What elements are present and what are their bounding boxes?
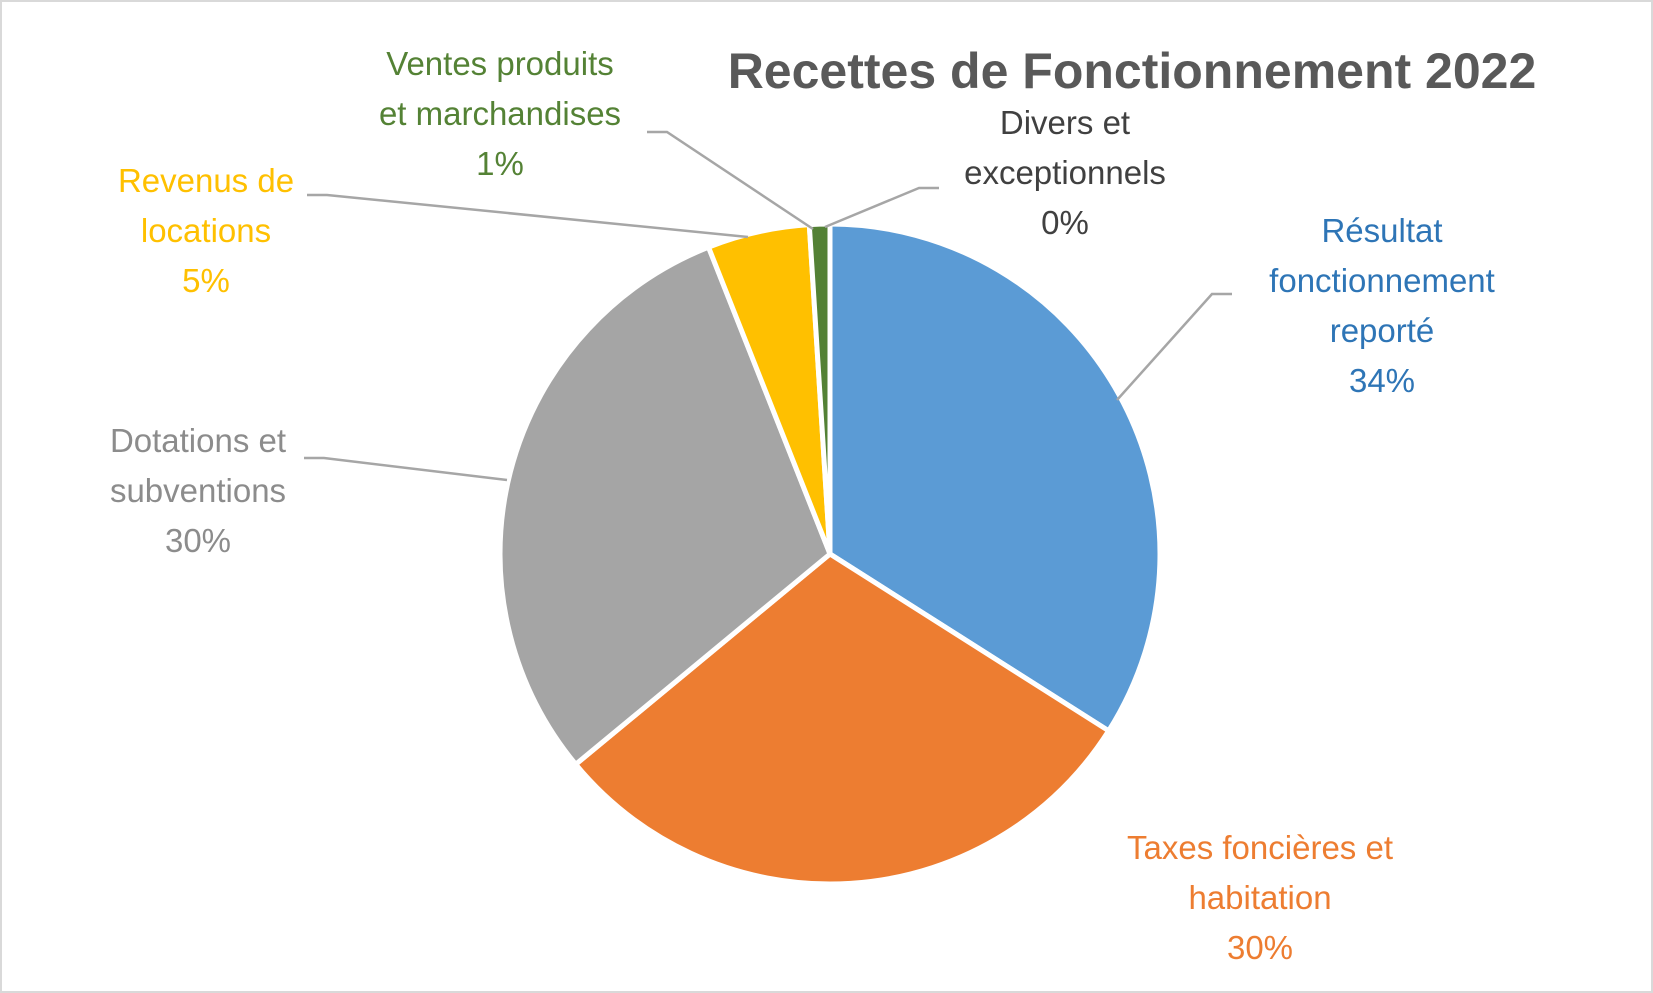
leader-line-revenus-de-locations [307, 193, 749, 239]
slice-percent-label: 0% [1041, 204, 1089, 241]
slice-percent-label: 5% [182, 262, 230, 299]
slice-label-divers-et-exceptionnels: Divers et exceptionnels 0% [964, 104, 1166, 241]
leader-line-resultat-fonctionnement-reporte [1116, 292, 1232, 401]
slice-name-line: reporté [1330, 312, 1435, 349]
pie-slice-dotations-et-subventions [497, 244, 833, 767]
slice-percent-label: 30% [165, 522, 231, 559]
slice-name-line: Taxes foncières et [1127, 829, 1393, 866]
leader-line-ventes-produits-et-marchandises [647, 130, 814, 231]
slice-name-line: habitation [1188, 879, 1331, 916]
slice-labels: Résultat fonctionnement reporté 34% Taxes fo… [110, 45, 1495, 966]
slice-name-line: et marchandises [379, 95, 621, 132]
slice-name-line: fonctionnement [1269, 262, 1495, 299]
slice-percent-label: 34% [1349, 362, 1415, 399]
slice-name-line: Divers et [1000, 104, 1130, 141]
leader-lines [304, 130, 1232, 482]
slice-name-line: Résultat [1321, 212, 1442, 249]
slice-label-resultat-fonctionnement-reporte: Résultat fonctionnement reporté 34% [1269, 212, 1495, 399]
leader-line-divers-et-exceptionnels [824, 186, 939, 229]
slice-label-revenus-de-locations: Revenus de locations 5% [118, 162, 294, 299]
slice-label-ventes-produits-et-marchandises: Ventes produits et marchandises 1% [379, 45, 621, 182]
pie-slices [497, 221, 1163, 887]
slice-label-dotations-et-subventions: Dotations et subventions 30% [110, 422, 286, 559]
chart-title: Recettes de Fonctionnement 2022 [728, 43, 1537, 99]
slice-name-line: Revenus de [118, 162, 294, 199]
slice-label-taxes-foncieres-et-habitation: Taxes foncières et habitation 30% [1127, 829, 1393, 966]
slice-name-line: subventions [110, 472, 286, 509]
pie-slice-taxes-foncieres-et-habitation [573, 551, 1112, 887]
slice-name-line: exceptionnels [964, 154, 1166, 191]
slice-percent-label: 1% [476, 145, 524, 182]
leader-line-dotations-et-subventions [304, 456, 508, 482]
slice-name-line: Dotations et [110, 422, 286, 459]
slice-name-line: Ventes produits [386, 45, 614, 82]
slice-name-line: locations [141, 212, 271, 249]
slice-percent-label: 30% [1227, 929, 1293, 966]
